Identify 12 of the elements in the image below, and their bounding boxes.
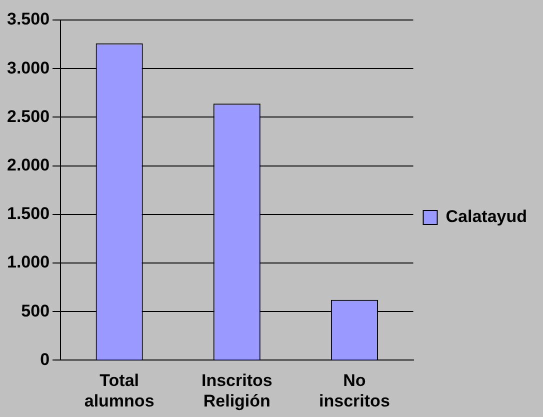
y-tick-label: 3.500 xyxy=(6,10,50,29)
x-tick-label: No inscritos xyxy=(319,371,390,410)
y-tick-label: 500 xyxy=(21,301,50,320)
y-tick-label: 2.500 xyxy=(6,106,50,126)
legend-label: Calatayud xyxy=(446,207,527,226)
y-tick-label: 1.000 xyxy=(6,252,50,272)
x-tick-label: Inscritos Religión xyxy=(201,371,272,410)
y-tick-label: 0 xyxy=(40,350,50,369)
x-tick-label: Total alumnos xyxy=(84,371,154,410)
y-tick-label: 2.000 xyxy=(6,155,50,174)
y-tick-label: 1.500 xyxy=(6,204,50,224)
y-tick-label: 3.000 xyxy=(6,58,50,78)
